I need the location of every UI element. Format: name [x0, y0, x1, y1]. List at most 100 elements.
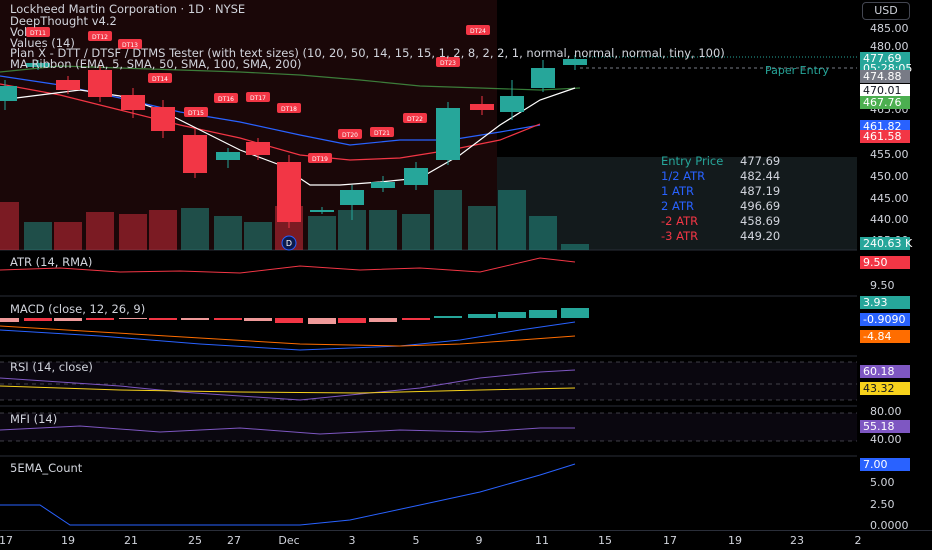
pane-label-5ema[interactable]: 5EMA_Count — [10, 461, 83, 475]
dt-marker — [466, 25, 490, 35]
candle-body — [371, 182, 395, 188]
time-tick: Dec — [278, 534, 300, 547]
projection-zone — [497, 157, 857, 250]
volume-bar — [308, 216, 336, 250]
macd-hist-bar — [402, 318, 430, 320]
dt-marker-label: DT23 — [440, 60, 456, 67]
time-tick: 25 — [188, 534, 202, 547]
indicator-ma-ribbon[interactable]: MA Ribbon (EMA, 5, SMA, 50, SMA, 100, SM… — [10, 57, 302, 71]
candle-body — [310, 210, 334, 212]
atr-line — [0, 257, 576, 274]
dt-marker — [184, 107, 208, 117]
dt-marker-label: DT15 — [188, 110, 204, 117]
dt-marker-label: DT13 — [122, 42, 138, 49]
atr-row-m3-label: -3 ATR — [661, 229, 699, 243]
mfi-band — [0, 413, 857, 441]
macd-hist-bar — [468, 314, 496, 318]
dt-marker — [246, 92, 270, 102]
dt-marker-label: DT17 — [250, 95, 266, 102]
dt-marker — [308, 153, 332, 163]
macd-hist-bar — [86, 318, 114, 320]
price-chart[interactable]: DT11 DT12 DT13 DT14 DT15 DT16 DT17 DT18 DT19 DT20… — [0, 0, 857, 550]
price-tick: 485.00 — [870, 22, 909, 35]
dt-marker — [436, 57, 460, 67]
macd-hist-bar — [275, 318, 303, 323]
ema5-tag: 470.01 — [860, 84, 910, 97]
indicator-deepthought[interactable]: DeepThought v4.2 — [10, 14, 117, 28]
dt-marker-label: DT20 — [342, 132, 358, 139]
session-shade — [0, 0, 497, 250]
candle-body — [340, 190, 364, 205]
dt-marker-label: DT22 — [407, 116, 423, 123]
macd-line — [0, 321, 576, 351]
atr-row-2-value: 496.69 — [740, 199, 781, 213]
pane-label-macd[interactable]: MACD (close, 12, 26, 9) — [10, 302, 146, 316]
macd-line-tag: -0.9090 — [860, 313, 910, 326]
volume-bar — [434, 190, 462, 250]
dt-marker-label: DT14 — [152, 76, 168, 83]
price-tick: 440.00 — [870, 213, 909, 226]
atr-row-m2-label: -2 ATR — [661, 214, 699, 228]
ema-count-tag: 7.00 — [860, 458, 910, 471]
macd-hist-bar — [181, 318, 209, 320]
dt-marker — [118, 39, 142, 49]
candle-body — [121, 95, 145, 110]
macd-hist-bar — [561, 308, 589, 318]
sma200-line — [0, 83, 541, 161]
atr-row-m3-value: 449.20 — [740, 229, 781, 243]
candle-body — [216, 152, 240, 160]
price-tick: 450.00 — [870, 170, 909, 183]
candle-body — [88, 70, 112, 97]
dt-marker — [148, 73, 172, 83]
candle-body — [0, 86, 17, 101]
indicator-values[interactable]: Values (14) — [10, 36, 75, 50]
atr-row-half-value: 482.44 — [740, 169, 781, 183]
rsi-tag: 60.18 — [860, 365, 910, 378]
volume-bar — [369, 210, 397, 250]
candle-body — [404, 168, 428, 185]
time-tick: 19 — [728, 534, 742, 547]
candle-body — [277, 162, 301, 222]
volume-bar — [244, 222, 272, 250]
rsi-line — [0, 369, 576, 401]
dt-marker-label: DT18 — [281, 106, 297, 113]
macd-hist-bar — [369, 318, 397, 322]
volume-bar — [529, 216, 557, 250]
indicator-planx[interactable]: Plan X - DTT / DTSF / DTMS Tester (with … — [10, 46, 725, 60]
currency-button[interactable]: USD — [862, 2, 910, 20]
volume-bar — [24, 222, 52, 250]
indicator-vol[interactable]: Vol — [10, 25, 28, 39]
pane-label-rsi[interactable]: RSI (14, close) — [10, 360, 93, 374]
ema-count-tick: 5.00 — [870, 476, 895, 489]
atr-row-1-label: 1 ATR — [661, 184, 694, 198]
macd-hist-bar — [308, 318, 336, 324]
candle-body — [183, 135, 207, 173]
time-tick: 23 — [790, 534, 804, 547]
rsi-ma-line — [0, 385, 576, 394]
time-tick: 9 — [475, 534, 483, 547]
macd-hist-bar — [0, 318, 19, 322]
macd-hist-bar — [54, 318, 82, 321]
time-tick: 17 — [663, 534, 677, 547]
dt-marker — [338, 129, 362, 139]
sma200-tag: 461.58 — [860, 130, 910, 143]
pane-label-atr[interactable]: ATR (14, RMA) — [10, 255, 93, 269]
dt-marker-label: DT12 — [92, 34, 108, 41]
price-tick: 455.00 — [870, 148, 909, 161]
time-tick: 19 — [61, 534, 75, 547]
time-tick: 5 — [412, 534, 420, 547]
atr-row-entry-label: Entry Price — [661, 154, 724, 168]
time-tick: 21 — [124, 534, 138, 547]
dt-marker-label: DT16 — [218, 96, 234, 103]
pane-label-mfi[interactable]: MFI (14) — [10, 412, 58, 426]
sma100-tag: 461.82 — [860, 120, 910, 133]
time-tick: 2 — [854, 534, 862, 547]
macd-hist-bar — [149, 318, 177, 320]
volume-bar — [468, 206, 496, 250]
time-axis[interactable] — [0, 530, 932, 550]
volume-bar — [0, 202, 19, 250]
symbol-title[interactable]: Lockheed Martin Corporation · 1D · NYSE — [10, 2, 246, 16]
volume-bar — [402, 214, 430, 250]
macd-hist-bar — [24, 318, 52, 321]
candle-body — [151, 107, 175, 131]
